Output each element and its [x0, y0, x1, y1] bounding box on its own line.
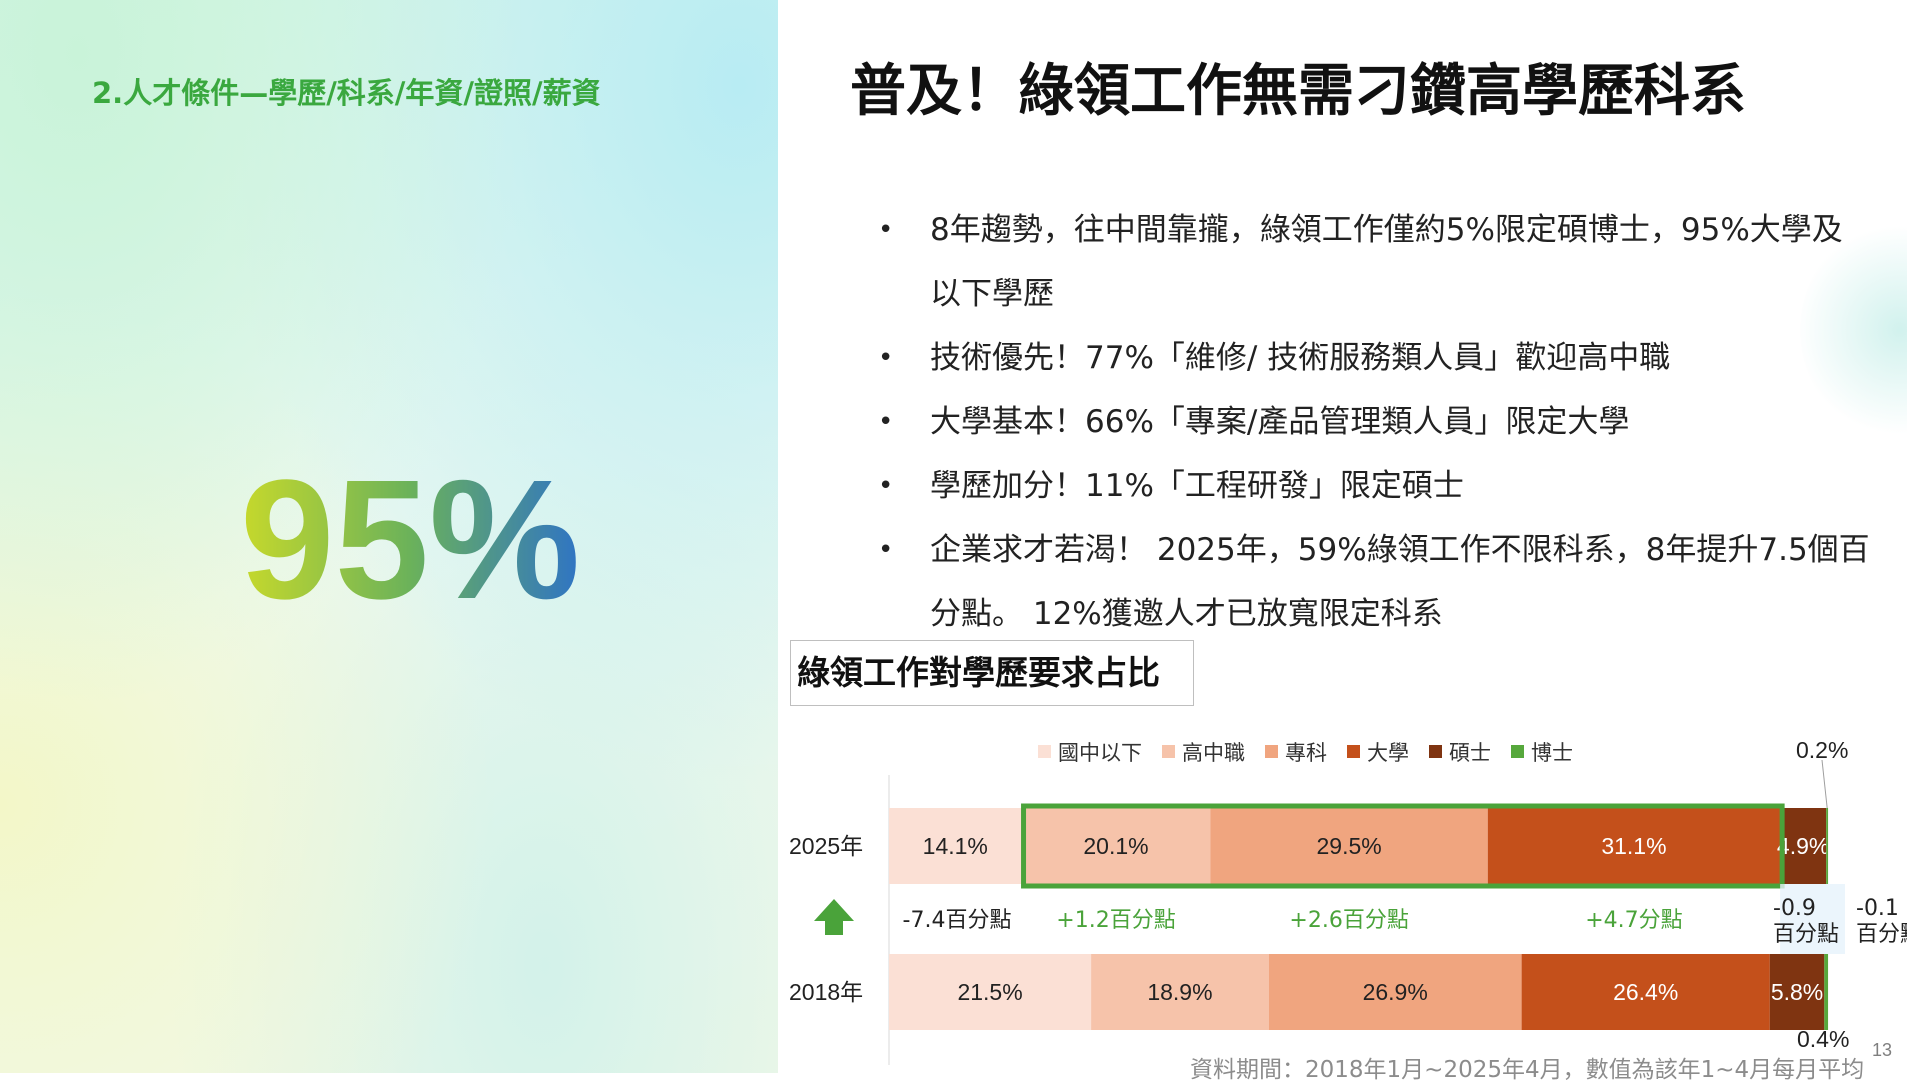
bullet-text: 學歷加分！11%「工程研發」限定碩士: [930, 468, 1464, 504]
bullet-list: • 8年趨勢，往中間靠攏，綠領工作僅約5%限定碩博士，95%大學及以下學歷 • 技術…: [870, 198, 1870, 646]
page-number: 13: [1872, 1040, 1893, 1060]
bar-segment: [1769, 954, 1825, 1030]
data-label: 21.5%: [957, 979, 1022, 1005]
difference-label: -7.4百分點: [903, 908, 1012, 933]
bullet-marker: •: [878, 407, 894, 437]
left-panel-background: [0, 0, 778, 1073]
category-label: 2018年: [789, 979, 863, 1005]
difference-label: -0.9: [1773, 896, 1816, 921]
bar-segment: [1091, 954, 1269, 1030]
data-label: 31.1%: [1601, 833, 1666, 859]
difference-label: +2.6百分點: [1289, 908, 1408, 933]
legend-label: 高中職: [1182, 741, 1245, 765]
chart-title: 綠領工作對學歷要求占比: [790, 640, 1194, 706]
bar-segment: [889, 954, 1092, 1030]
legend-swatch: [1265, 745, 1278, 758]
up-arrow-icon: [814, 899, 854, 935]
highlight-box: [1021, 803, 1785, 889]
legend-swatch: [1347, 745, 1360, 758]
bar-segment: [1210, 808, 1488, 884]
legend-label: 碩士: [1449, 741, 1491, 765]
bar-segment: [1268, 954, 1522, 1030]
bullet-text: 技術優先！77%「維修/ 技術服務類人員」歡迎高中職: [930, 340, 1671, 376]
data-label: 5.8%: [1771, 979, 1823, 1005]
bar-segment: [1826, 808, 1829, 884]
bullet-text: 大學基本！66%「專案/產品管理類人員」限定大學: [930, 404, 1630, 440]
data-label: 0.2%: [1796, 737, 1848, 763]
legend-label: 專科: [1285, 741, 1327, 765]
data-label: 14.1%: [923, 833, 988, 859]
legend-label: 大學: [1367, 741, 1409, 765]
data-label: 29.5%: [1317, 833, 1382, 859]
difference-label: +4.7分點: [1585, 908, 1682, 933]
legend-swatch: [1038, 745, 1051, 758]
bullet-item: • 8年趨勢，往中間靠攏，綠領工作僅約5%限定碩博士，95%大學及以下學歷: [870, 198, 1870, 326]
bullet-text: 8年趨勢，往中間靠攏，綠領工作僅約5%限定碩博士，95%大學及以下學歷: [930, 212, 1843, 312]
difference-label: -0.1: [1856, 896, 1899, 921]
data-label: 26.4%: [1613, 979, 1678, 1005]
bullet-item: • 企業求才若渴！ 2025年，59%綠領工作不限科系，8年提升7.5個百分點。 …: [870, 518, 1870, 646]
connector-band: [1780, 884, 1845, 954]
bullet-marker: •: [878, 343, 894, 373]
source-note: 資料期間：2018年1月~2025年4月，數值為該年1~4月每月平均: [1190, 1057, 1865, 1083]
section-title: 2.人才條件—學歷/科系/年資/證照/薪資: [92, 76, 601, 110]
bar-segment: [1487, 808, 1781, 884]
bullet-item: • 技術優先！77%「維修/ 技術服務類人員」歡迎高中職: [870, 326, 1870, 390]
legend-swatch: [1429, 745, 1442, 758]
bar-segment: [1780, 808, 1827, 884]
legend-label: 博士: [1531, 741, 1573, 765]
page-title: 普及！綠領工作無需刁鑽高學歷科系: [850, 59, 1746, 124]
big-stat-percentage: 95%: [240, 445, 581, 635]
bar-segment: [1824, 954, 1829, 1030]
bullet-text: 企業求才若渴！ 2025年，59%綠領工作不限科系，8年提升7.5個百分點。 1…: [930, 532, 1870, 632]
data-label: 20.1%: [1083, 833, 1148, 859]
bullet-marker: •: [878, 471, 894, 501]
bar-segment: [889, 808, 1022, 884]
difference-label: 百分點: [1773, 922, 1839, 947]
legend-swatch: [1162, 745, 1175, 758]
difference-label: 百分點: [1856, 922, 1907, 947]
data-label: 0.4%: [1797, 1026, 1849, 1052]
data-label: 4.9%: [1777, 833, 1829, 859]
data-label: 26.9%: [1363, 979, 1428, 1005]
bullet-item: • 學歷加分！11%「工程研發」限定碩士: [870, 454, 1870, 518]
bullet-marker: •: [878, 535, 894, 565]
data-label: 18.9%: [1147, 979, 1212, 1005]
legend-swatch: [1511, 745, 1524, 758]
leader-line: [1821, 759, 1828, 809]
bar-segment: [1521, 954, 1770, 1030]
bullet-item: • 大學基本！66%「專案/產品管理類人員」限定大學: [870, 390, 1870, 454]
legend-label: 國中以下: [1058, 741, 1142, 765]
category-label: 2025年: [789, 833, 863, 859]
difference-label: +1.2百分點: [1056, 908, 1175, 933]
bullet-marker: •: [878, 215, 894, 245]
bar-segment: [1021, 808, 1211, 884]
